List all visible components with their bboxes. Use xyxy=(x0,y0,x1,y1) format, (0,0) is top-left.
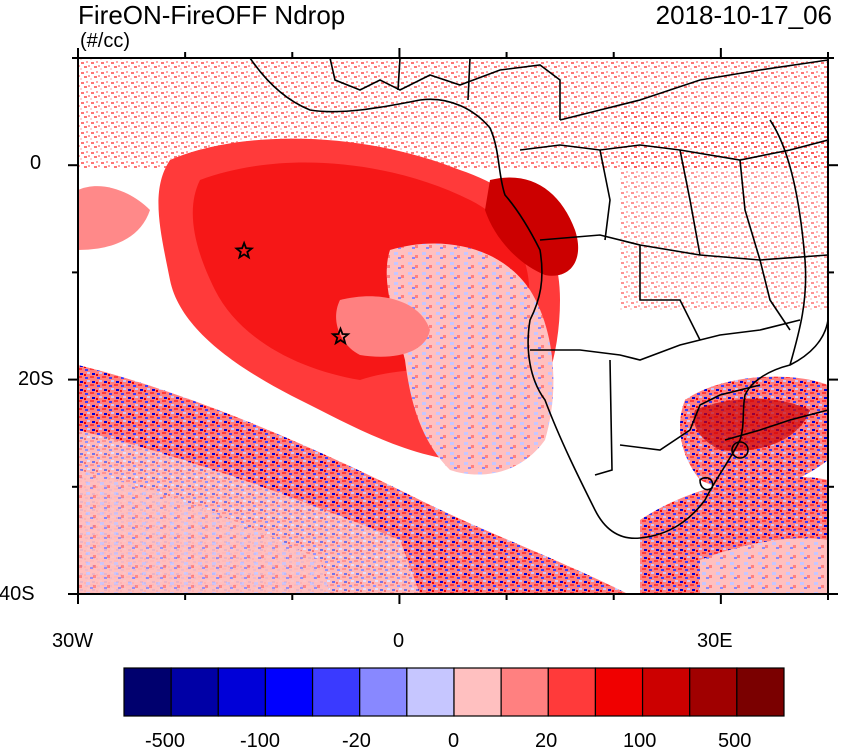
colorbar-swatch xyxy=(170,667,219,717)
map-title: FireON-FireOFF Ndrop xyxy=(78,0,346,30)
colorbar-swatch xyxy=(736,667,785,717)
colorbar-swatch xyxy=(641,667,691,717)
colorbar-label: -500 xyxy=(145,730,186,752)
colorbar-label: -20 xyxy=(342,730,371,752)
lon-label-30e: 30E xyxy=(697,630,733,652)
colorbar-label: 0 xyxy=(448,730,460,752)
colorbar xyxy=(123,667,785,717)
units-label: (#/cc) xyxy=(80,30,130,52)
lat-label-40s: 40S xyxy=(0,583,35,605)
coastlines xyxy=(249,58,828,539)
lat-label-20s: 20S xyxy=(18,368,54,390)
colorbar-swatch xyxy=(453,667,502,717)
colorbar-swatch xyxy=(123,667,172,717)
site-markers xyxy=(234,240,351,346)
lon-label-30w: 30W xyxy=(52,630,94,652)
star-marker xyxy=(330,326,351,346)
colorbar-swatch xyxy=(689,667,738,717)
map-date: 2018-10-17_06 xyxy=(655,0,832,30)
colorbar-swatch xyxy=(217,667,267,717)
colorbar-swatch xyxy=(594,667,644,717)
star-marker xyxy=(234,240,255,260)
ndrop-field xyxy=(78,58,828,594)
colorbar-swatch xyxy=(406,667,455,717)
colorbar-label: 500 xyxy=(718,730,752,752)
colorbar-label: -100 xyxy=(240,730,281,752)
colorbar-label: 20 xyxy=(535,730,558,752)
colorbar-swatch xyxy=(311,667,361,717)
colorbar-swatch xyxy=(264,667,314,717)
lat-label-0: 0 xyxy=(30,152,42,174)
lon-label-0: 0 xyxy=(393,630,405,652)
axis-ticks xyxy=(68,48,838,604)
colorbar-swatch xyxy=(359,667,408,717)
colorbar-swatch xyxy=(547,667,597,717)
colorbar-label: 100 xyxy=(623,730,657,752)
colorbar-swatch xyxy=(500,667,549,717)
plot-frame xyxy=(77,57,829,595)
